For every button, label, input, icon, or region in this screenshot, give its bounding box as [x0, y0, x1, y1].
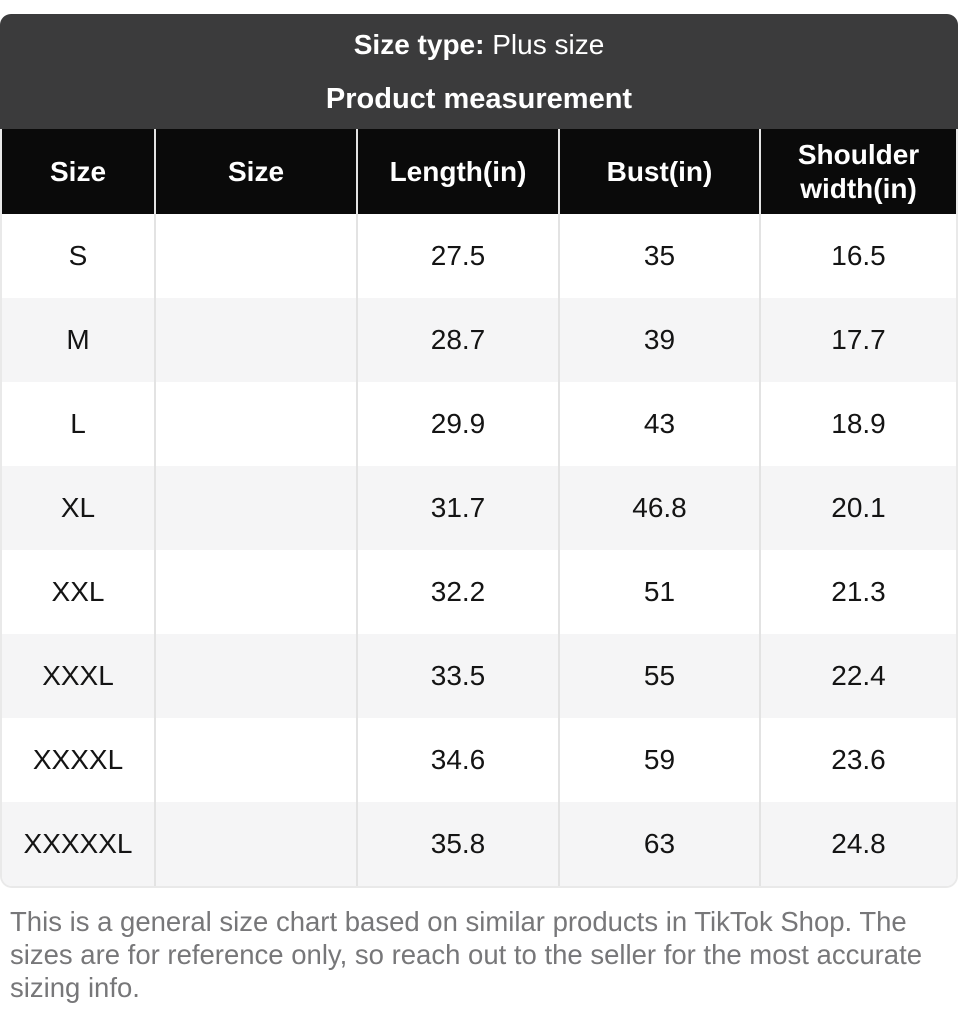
length-cell: 33.5: [356, 634, 558, 718]
size2-cell: [154, 802, 356, 886]
size-cell: XXXL: [2, 634, 154, 718]
column-header-size-2: Size: [154, 129, 356, 214]
shoulder-cell: 24.8: [759, 802, 956, 886]
size-table-container: Size Size Length(in) Bust(in) Shoulder w…: [0, 129, 958, 888]
table-row: XXXXL 34.6 59 23.6: [2, 718, 956, 802]
size2-cell: [154, 634, 356, 718]
table-row: S 27.5 35 16.5: [2, 214, 956, 298]
size2-cell: [154, 382, 356, 466]
size-cell: M: [2, 298, 154, 382]
size2-cell: [154, 298, 356, 382]
table-header-row: Size Size Length(in) Bust(in) Shoulder w…: [2, 129, 956, 214]
size-type-line: Size type: Plus size: [0, 28, 958, 61]
table-row: XL 31.7 46.8 20.1: [2, 466, 956, 550]
size-cell: S: [2, 214, 154, 298]
shoulder-cell: 17.7: [759, 298, 956, 382]
bust-cell: 63: [558, 802, 759, 886]
size2-cell: [154, 214, 356, 298]
bust-cell: 43: [558, 382, 759, 466]
size2-cell: [154, 466, 356, 550]
length-cell: 31.7: [356, 466, 558, 550]
shoulder-cell: 23.6: [759, 718, 956, 802]
size-type-label: Size type:: [353, 29, 485, 60]
column-header-length: Length(in): [356, 129, 558, 214]
bust-cell: 39: [558, 298, 759, 382]
size-cell: XL: [2, 466, 154, 550]
table-row: XXXL 33.5 55 22.4: [2, 634, 956, 718]
size-table: Size Size Length(in) Bust(in) Shoulder w…: [2, 129, 956, 886]
length-cell: 35.8: [356, 802, 558, 886]
table-row: M 28.7 39 17.7: [2, 298, 956, 382]
size-cell: XXXXL: [2, 718, 154, 802]
column-header-size: Size: [2, 129, 154, 214]
size-chart-card: Size type: Plus size Product measurement…: [0, 14, 958, 888]
size-cell: XXXXXL: [2, 802, 154, 886]
table-row: XXXXXL 35.8 63 24.8: [2, 802, 956, 886]
bust-cell: 51: [558, 550, 759, 634]
column-header-shoulder-width: Shoulder width(in): [759, 129, 956, 214]
size-chart-header: Size type: Plus size Product measurement: [0, 14, 958, 129]
length-cell: 32.2: [356, 550, 558, 634]
shoulder-cell: 20.1: [759, 466, 956, 550]
length-cell: 28.7: [356, 298, 558, 382]
shoulder-cell: 18.9: [759, 382, 956, 466]
column-header-bust: Bust(in): [558, 129, 759, 214]
size-type-value: Plus size: [492, 29, 605, 60]
product-measurement-title: Product measurement: [325, 83, 633, 115]
length-cell: 34.6: [356, 718, 558, 802]
size2-cell: [154, 718, 356, 802]
size2-cell: [154, 550, 356, 634]
length-cell: 27.5: [356, 214, 558, 298]
shoulder-cell: 21.3: [759, 550, 956, 634]
bust-cell: 46.8: [558, 466, 759, 550]
shoulder-cell: 16.5: [759, 214, 956, 298]
size-chart-disclaimer: This is a general size chart based on si…: [10, 906, 923, 1003]
bust-cell: 35: [558, 214, 759, 298]
size-cell: XXL: [2, 550, 154, 634]
table-row: L 29.9 43 18.9: [2, 382, 956, 466]
shoulder-cell: 22.4: [759, 634, 956, 718]
bust-cell: 55: [558, 634, 759, 718]
bust-cell: 59: [558, 718, 759, 802]
size-cell: L: [2, 382, 154, 466]
table-row: XXL 32.2 51 21.3: [2, 550, 956, 634]
length-cell: 29.9: [356, 382, 558, 466]
